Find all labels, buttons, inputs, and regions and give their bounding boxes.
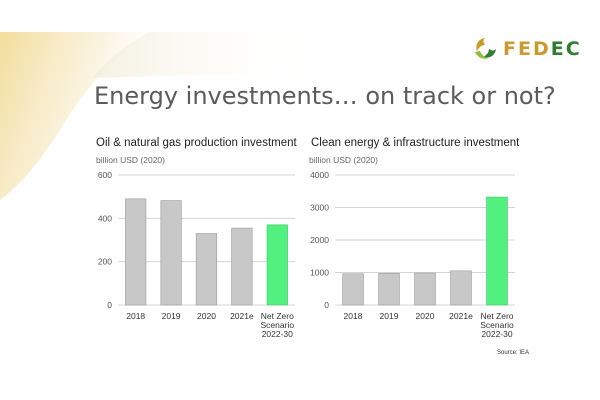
bar-2018 <box>342 273 364 306</box>
x-tick-label: 2018 <box>344 311 363 321</box>
bar-2018 <box>125 198 147 306</box>
chart-unit-clean-energy: billion USD (2020) <box>309 155 378 165</box>
x-tick-label: 2020 <box>197 311 216 321</box>
x-tick-label: 2018 <box>126 311 145 321</box>
bar-net-zero-scenario-2022-30 <box>266 224 288 306</box>
y-tick-label: 0 <box>324 300 329 310</box>
source-note: Source: IEA <box>497 350 530 356</box>
x-tick-label: 2021e <box>230 311 254 321</box>
x-tick-label: Scenario <box>261 320 295 330</box>
y-tick-label: 3000 <box>310 203 329 213</box>
y-tick-label: 2000 <box>310 235 329 245</box>
bar-net-zero-scenario-2022-30 <box>486 196 508 306</box>
bar-2020 <box>414 272 436 306</box>
y-tick-label: 4000 <box>310 170 329 180</box>
y-tick-label: 1000 <box>310 268 329 278</box>
bar-2020 <box>195 233 218 306</box>
chart-unit-oil-gas: billion USD (2020) <box>96 155 165 165</box>
y-tick-label: 400 <box>98 213 112 223</box>
bar-2021e <box>231 227 253 306</box>
chart-title-oil-gas: Oil & natural gas production investment <box>96 137 297 149</box>
logo-wordmark: FEDEC <box>503 38 582 60</box>
bar-2021e <box>450 270 472 306</box>
fedec-logo-icon <box>475 38 496 59</box>
x-tick-label: Net Zero <box>480 311 513 321</box>
clean-energy-investment-chart: 0 1000 2000 3000 4000 2018 2019 2020 2021e Net Ze… <box>310 170 515 339</box>
y-tick-label: 600 <box>98 170 112 180</box>
x-tick-label: 2020 <box>416 311 435 321</box>
x-tick-label: 2022-30 <box>481 329 512 339</box>
x-tick-label: Scenario <box>480 320 514 330</box>
bar-2019 <box>160 200 182 306</box>
x-tick-label: Net Zero <box>261 311 294 321</box>
logo-text-fed: FED <box>503 38 551 60</box>
y-tick-label: 200 <box>98 257 112 267</box>
x-tick-label: 2019 <box>380 311 399 321</box>
y-tick-label: 0 <box>107 300 112 310</box>
slide-title: Energy investments… on track or not? <box>94 82 556 110</box>
logo-text-ec: EC <box>550 38 582 60</box>
chart-title-clean-energy: Clean energy & infrastructure investment <box>311 137 520 149</box>
oil-gas-investment-chart: 0 200 400 600 2018 2019 2020 2021e Net ZeroScena… <box>98 170 295 339</box>
x-tick-label: 2019 <box>162 311 181 321</box>
bar-2019 <box>378 273 400 306</box>
x-tick-label: 2022-30 <box>262 329 293 339</box>
fedec-logo: FEDEC <box>472 36 582 62</box>
x-tick-label: 2021e <box>449 311 473 321</box>
